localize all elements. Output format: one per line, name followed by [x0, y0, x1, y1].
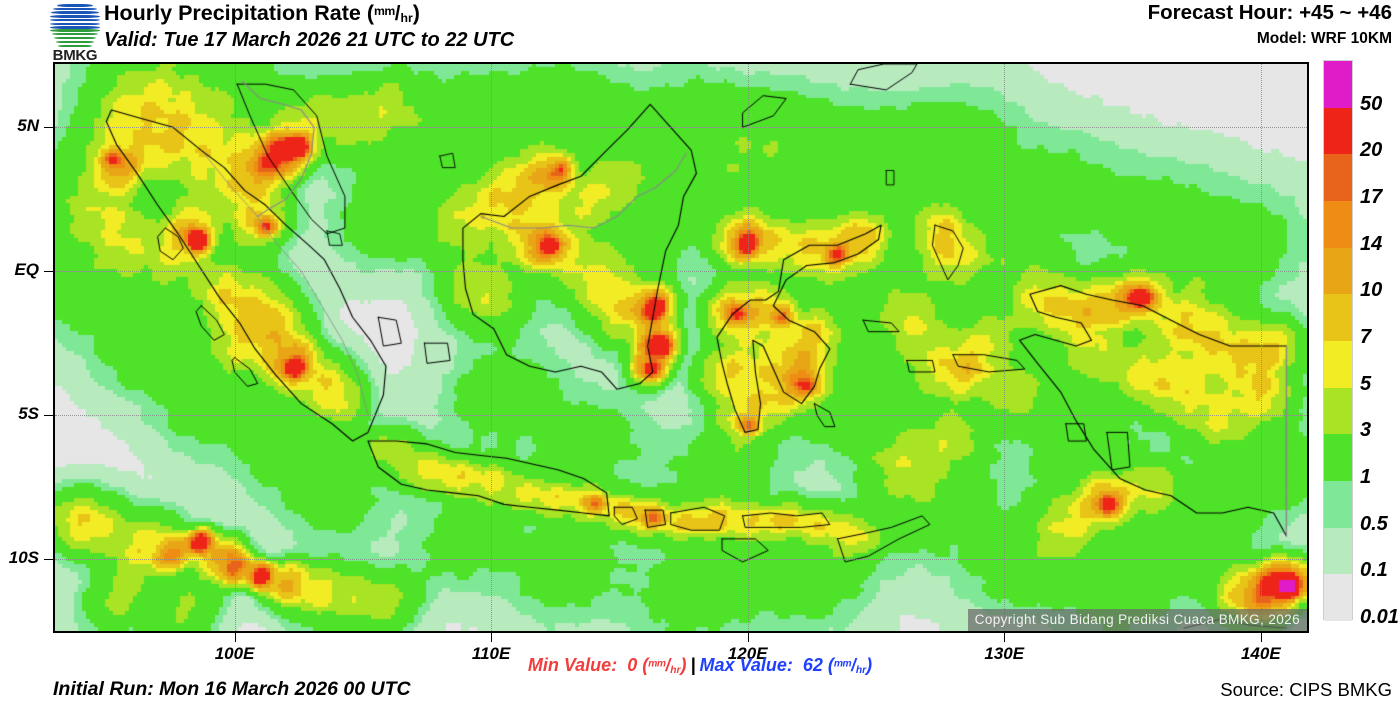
x-axis-label-130E: 130E — [984, 644, 1025, 663]
x-tick-120E — [747, 633, 749, 642]
colorbar-tick-10: 10 — [1360, 279, 1383, 302]
min-max-separator: | — [690, 655, 696, 675]
colorbar-band-4 — [1324, 247, 1352, 295]
x-axis-label-140E: 140E — [1240, 644, 1281, 663]
gridline-lon-110E — [491, 64, 493, 631]
gridline-lon-120E — [747, 64, 749, 631]
x-axis-label-120E: 120E — [727, 644, 768, 663]
min-value: 0 — [627, 655, 638, 675]
colorbar — [1323, 60, 1353, 621]
forecast-hour-label: Forecast Hour: +45 ~ +46 — [1147, 1, 1392, 24]
min-max-readout: Min Value: 0 (mm/hr) | Max Value: 62 (mm/h… — [0, 655, 1400, 676]
min-unit-numerator: mm — [648, 658, 666, 670]
colorbar-band-6 — [1324, 340, 1352, 388]
colorbar-tick-0.01: 0.01 — [1360, 606, 1399, 628]
y-axis-label-5N: 5N — [17, 116, 39, 136]
min-value-readout: Min Value: 0 (mm/hr) — [527, 655, 687, 676]
colorbar-band-2 — [1324, 154, 1352, 201]
colorbar-band-11 — [1324, 574, 1352, 621]
logo-text: BMKG — [52, 47, 98, 64]
colorbar-tick-3: 3 — [1360, 419, 1372, 442]
title-unit-numerator: mm — [374, 3, 395, 18]
colorbar-band-1 — [1324, 107, 1352, 155]
colorbar-tick-0.5: 0.5 — [1360, 512, 1388, 535]
colorbar-tick-20: 20 — [1360, 139, 1383, 162]
max-value: 62 — [802, 655, 823, 675]
y-axis-label-5S: 5S — [18, 404, 39, 424]
gridline-lat-10S — [55, 559, 1307, 561]
copyright-watermark: Copyright Sub Bidang Prediksi Cuaca BMKG… — [967, 609, 1307, 631]
bmkg-logo: BMKG — [46, 2, 104, 64]
gridline-lon-140E — [1260, 64, 1262, 631]
colorbar-tick-5: 5 — [1360, 372, 1372, 395]
x-tick-110E — [491, 633, 493, 642]
colorbar-band-0 — [1324, 61, 1352, 108]
map-frame[interactable]: Copyright Sub Bidang Prediksi Cuaca BMKG… — [53, 62, 1309, 633]
colorbar-tick-1: 1 — [1360, 466, 1372, 488]
x-tick-100E — [234, 633, 236, 642]
colorbar-tick-50: 50 — [1360, 92, 1383, 115]
colorbar-band-8 — [1324, 434, 1352, 481]
x-axis-label-110E: 110E — [471, 644, 511, 663]
x-axis-label-100E: 100E — [214, 644, 255, 663]
max-unit-numerator: mm — [833, 658, 852, 670]
gridline-lon-100E — [234, 64, 236, 631]
colorbar-tick-7: 7 — [1360, 326, 1372, 348]
model-label: Model: WRF 10KM — [1256, 30, 1392, 47]
y-axis-label-EQ: EQ — [14, 260, 39, 280]
y-tick-5N — [44, 127, 53, 129]
colorbar-band-9 — [1324, 480, 1352, 528]
precipitation-map-canvas[interactable] — [55, 64, 1307, 631]
logo-green-wave-icon — [50, 29, 100, 49]
colorbar-band-10 — [1324, 527, 1352, 575]
valid-time-label: Valid: Tue 17 March 2026 21 UTC to 22 UT… — [104, 29, 515, 51]
title-unit-denominator: hr — [400, 11, 413, 26]
colorbar-tick-14: 14 — [1360, 232, 1383, 255]
min-label: Min Value: — [527, 655, 618, 675]
gridline-lat-EQ — [55, 271, 1307, 273]
y-tick-5S — [44, 415, 53, 417]
gridline-lat-5N — [55, 127, 1307, 129]
max-label: Max Value: — [699, 655, 793, 675]
initial-run-label: Initial Run: Mon 16 March 2026 00 UTC — [53, 678, 411, 700]
source-label: Source: CIPS BMKG — [1220, 679, 1392, 700]
colorbar-band-3 — [1324, 200, 1352, 248]
y-axis-label-10S: 10S — [8, 548, 39, 568]
y-tick-EQ — [44, 271, 53, 273]
logo-blue-arc-icon — [50, 4, 100, 30]
page-title: Hourly Precipitation Rate (mm/hr) — [104, 1, 420, 26]
x-tick-130E — [1004, 633, 1006, 642]
max-value-readout: Max Value: 62 (mm/hr) — [699, 655, 873, 676]
colorbar-tick-0.1: 0.1 — [1360, 559, 1388, 582]
page-title-text: Hourly Precipitation Rate — [104, 1, 361, 25]
x-tick-140E — [1260, 633, 1262, 642]
gridline-lat-5S — [55, 415, 1307, 417]
min-unit-denominator: hr — [670, 664, 681, 676]
max-unit-denominator: hr — [855, 664, 867, 676]
colorbar-band-7 — [1324, 387, 1352, 435]
title-unit-slash: / — [394, 3, 401, 25]
colorbar-band-5 — [1324, 294, 1352, 341]
y-tick-10S — [44, 559, 53, 561]
colorbar-tick-17: 17 — [1360, 186, 1383, 208]
gridline-lon-130E — [1004, 64, 1006, 631]
